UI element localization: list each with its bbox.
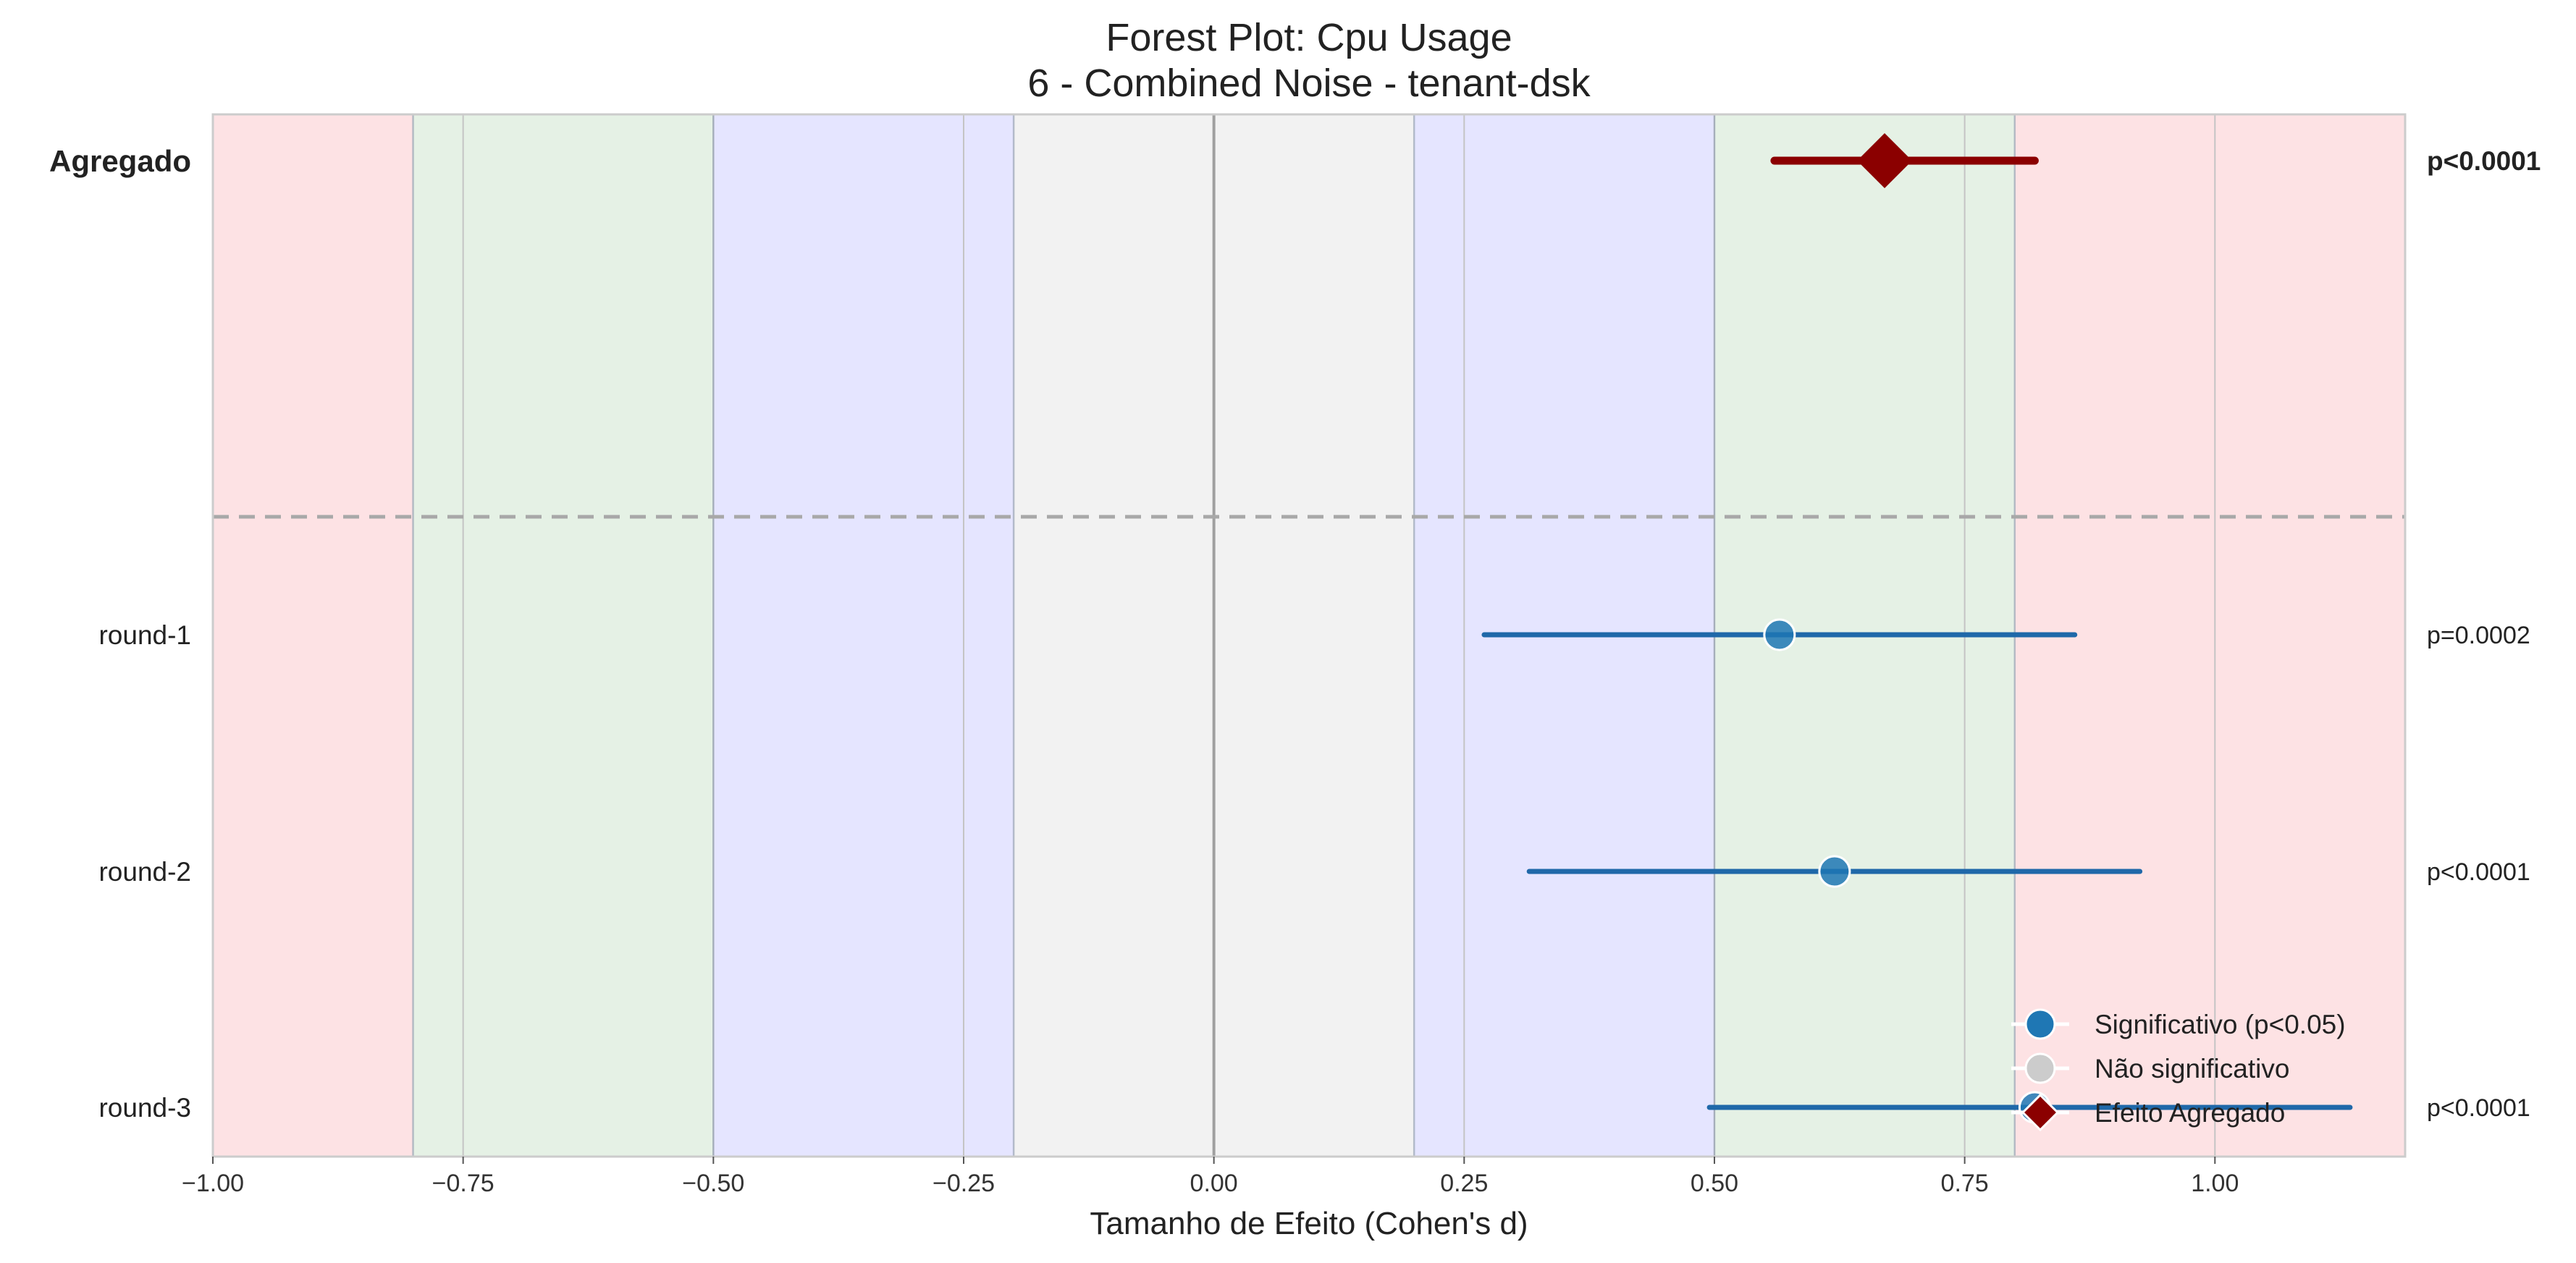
effect-point-round-1 <box>1763 618 1796 651</box>
effect-band-large <box>213 114 413 1157</box>
effect-band-large <box>2014 114 2405 1157</box>
legend-label: Significativo (p<0.05) <box>2095 1010 2346 1039</box>
x-tick-label: 0.25 <box>1440 1170 1488 1197</box>
effect-band-medium <box>413 114 714 1157</box>
x-tick-label: 0.50 <box>1691 1170 1738 1197</box>
p-value-round-2: p<0.0001 <box>2427 858 2530 886</box>
aggregate-diamond <box>1857 133 1913 188</box>
legend-diamond-marker <box>2021 1093 2060 1132</box>
row-label-round-2: round-2 <box>98 857 191 887</box>
x-tick-label: −0.25 <box>933 1170 995 1197</box>
x-axis-label: Tamanho de Efeito (Cohen's d) <box>1090 1206 1528 1241</box>
plot-frame <box>211 113 2407 1158</box>
x-tick-label: 0.00 <box>1190 1170 1238 1197</box>
effect-band-small <box>713 114 1014 1157</box>
effect-point-round-2 <box>1818 855 1851 888</box>
legend-label: Efeito Agregado <box>2095 1098 2285 1128</box>
legend-circle-marker <box>2024 1052 2056 1084</box>
chart-title: Forest Plot: Cpu Usage <box>1106 16 1512 59</box>
legend-circle-marker <box>2024 1008 2056 1040</box>
x-tick-label: 0.75 <box>1941 1170 1989 1197</box>
p-value-round-1: p=0.0002 <box>2427 622 2530 649</box>
legend: Significativo (p<0.05) Não significativo E… <box>2011 1008 2346 1132</box>
row-label-round-1: round-1 <box>98 620 191 650</box>
x-tick-label: 1.00 <box>2191 1170 2239 1197</box>
p-value-aggregate: p<0.0001 <box>2427 146 2541 176</box>
row-label-round-3: round-3 <box>98 1093 191 1123</box>
p-value-round-3: p<0.0001 <box>2427 1094 2530 1122</box>
legend-label: Não significativo <box>2095 1054 2289 1084</box>
x-tick-label: −1.00 <box>182 1170 244 1197</box>
aggregate-row: Agregado p<0.0001 <box>49 133 2541 188</box>
x-tick-label: −0.50 <box>682 1170 744 1197</box>
x-tick-label: −0.75 <box>432 1170 494 1197</box>
chart-subtitle: 6 - Combined Noise - tenant-dsk <box>1027 62 1591 105</box>
row-label-aggregate: Agregado <box>49 144 191 178</box>
x-axis-ticks: −1.00 −0.75 −0.50 −0.25 0.00 0.25 0.50 0.75 1.00 <box>182 1157 2239 1197</box>
